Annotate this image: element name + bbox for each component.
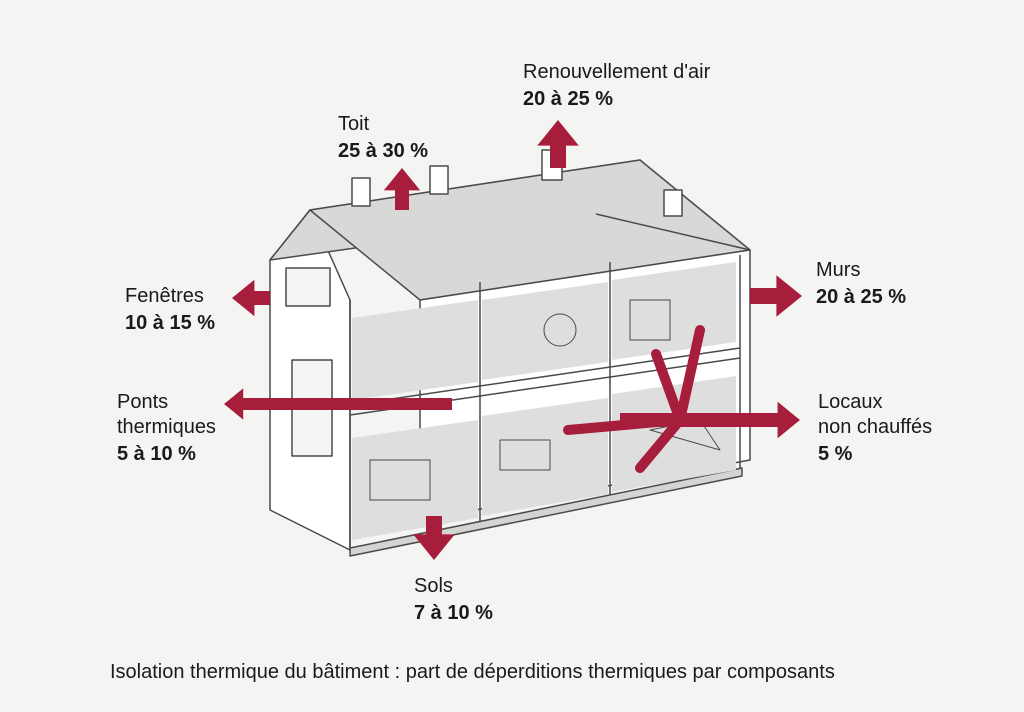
label-title: Pontsthermiques	[117, 390, 216, 440]
label-title: Sols	[414, 574, 493, 599]
diagram-stage: { "type": "infographic", "background_col…	[0, 0, 1024, 712]
label-toit: Toit 25 à 30 %	[338, 112, 428, 164]
label-title: Toit	[338, 112, 428, 137]
label-locaux: Locauxnon chauffés 5 %	[818, 390, 932, 467]
label-value: 5 %	[818, 442, 932, 467]
label-air: Renouvellement d'air 20 à 25 %	[523, 60, 710, 112]
label-value: 10 à 15 %	[125, 311, 215, 336]
label-value: 20 à 25 %	[816, 285, 906, 310]
label-title: Murs	[816, 258, 906, 283]
label-value: 20 à 25 %	[523, 87, 710, 112]
label-title: Locauxnon chauffés	[818, 390, 932, 440]
label-ponts: Pontsthermiques 5 à 10 %	[117, 390, 216, 467]
label-sols: Sols 7 à 10 %	[414, 574, 493, 626]
label-fenetres: Fenêtres 10 à 15 %	[125, 284, 215, 336]
label-murs: Murs 20 à 25 %	[816, 258, 906, 310]
label-value: 25 à 30 %	[338, 139, 428, 164]
label-title: Fenêtres	[125, 284, 215, 309]
label-title: Renouvellement d'air	[523, 60, 710, 85]
label-value: 5 à 10 %	[117, 442, 216, 467]
label-value: 7 à 10 %	[414, 601, 493, 626]
diagram-caption: Isolation thermique du bâtiment : part d…	[110, 661, 835, 684]
house-illustration	[0, 0, 1024, 712]
